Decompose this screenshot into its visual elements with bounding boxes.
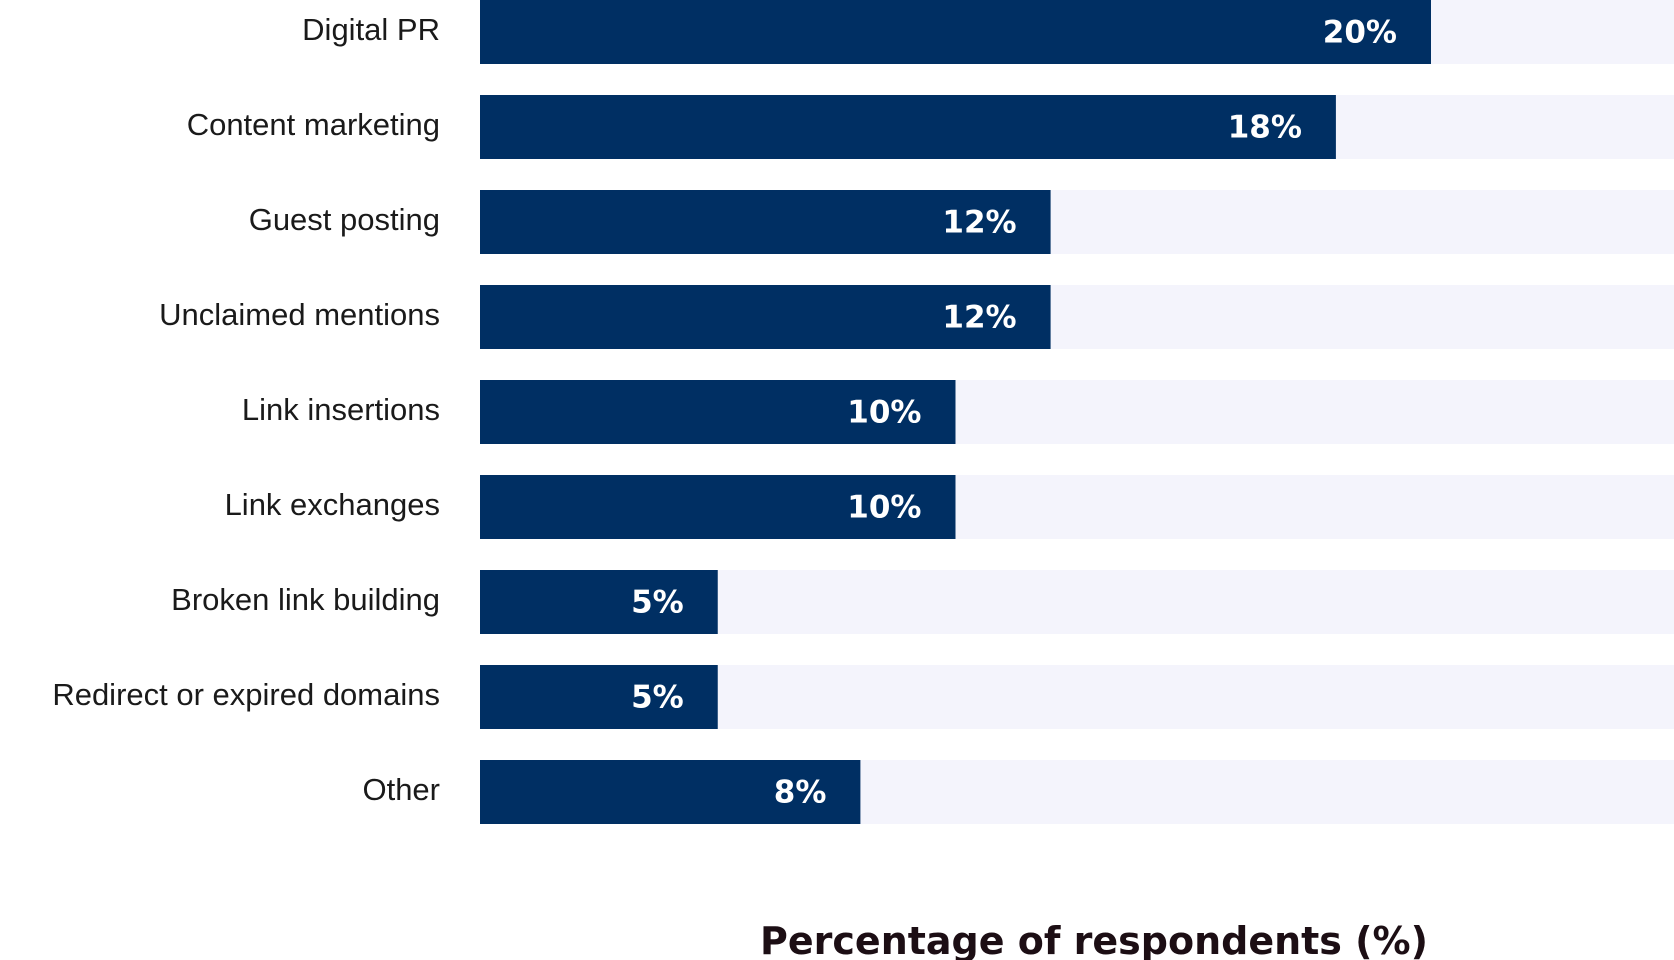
bar [480,380,956,444]
value-label: 12% [942,300,1016,336]
bars [480,0,1431,824]
value-label: 10% [847,395,921,431]
value-label: 5% [631,680,684,716]
bar [480,665,718,729]
category-label: Guest posting [249,202,440,237]
bar [480,570,718,634]
value-label: 8% [774,775,827,811]
category-label: Unclaimed mentions [159,297,440,332]
category-label: Digital PR [302,12,440,47]
category-label: Broken link building [171,582,440,617]
category-label: Link exchanges [225,487,440,522]
bar [480,190,1051,254]
bar [480,0,1431,64]
value-label: 5% [631,585,684,621]
x-axis-title: Percentage of respondents (%) [760,919,1428,960]
category-labels: Digital PR Content marketing Guest posting… [52,12,440,807]
bar [480,475,956,539]
category-label: Redirect or expired domains [52,677,440,712]
bar [480,285,1051,349]
category-label: Content marketing [187,107,440,142]
value-label: 10% [847,490,921,526]
category-label: Other [362,772,440,807]
bar [480,760,861,824]
value-label: 20% [1323,15,1397,51]
bar [480,95,1336,159]
value-labels: 20% 18% 12% 12% 10% 10% 5% 5% 8% [631,15,1397,811]
value-label: 12% [942,205,1016,241]
value-label: 18% [1228,110,1302,146]
category-label: Link insertions [242,392,440,427]
